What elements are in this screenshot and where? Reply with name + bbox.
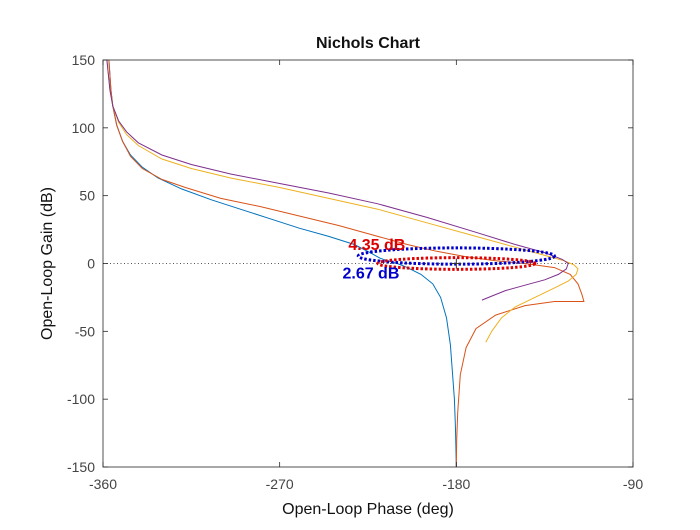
y-tick-label: -50 bbox=[75, 323, 95, 339]
y-tick-label: 150 bbox=[72, 52, 96, 68]
x-tick-label: -270 bbox=[266, 476, 294, 492]
margin-ellipse-2 bbox=[376, 256, 537, 271]
ticks-layer: -360 -270 -180 -90 -150 -100 -50 0 50 100 150 bbox=[67, 52, 643, 492]
y-tick-label: 50 bbox=[79, 188, 95, 204]
critical-point-marker bbox=[451, 258, 462, 269]
x-tick-label: -180 bbox=[442, 476, 470, 492]
y-tick-label: 100 bbox=[72, 120, 96, 136]
chart-title: Nichols Chart bbox=[316, 35, 421, 52]
y-tick-label: 0 bbox=[87, 256, 95, 272]
y-tick-label: -100 bbox=[67, 391, 95, 407]
y-tick-label: -150 bbox=[67, 459, 95, 475]
margin-annotation-1: 4.35 dB bbox=[348, 237, 405, 254]
plot-frame bbox=[102, 59, 634, 468]
x-axis-label: Open-Loop Phase (deg) bbox=[282, 501, 454, 518]
x-tick-label: -360 bbox=[89, 476, 117, 492]
series-line-4 bbox=[106, 59, 569, 301]
series-line-1 bbox=[108, 59, 457, 468]
y-axis-label: Open-Loop Gain (dB) bbox=[39, 187, 56, 340]
series-line-3 bbox=[106, 59, 579, 343]
plot-content bbox=[103, 59, 633, 468]
x-tick-label: -90 bbox=[623, 476, 643, 492]
margin-annotation-2: 2.67 dB bbox=[342, 265, 399, 282]
annotations-layer: 4.35 dB 2.67 dB bbox=[342, 237, 405, 282]
